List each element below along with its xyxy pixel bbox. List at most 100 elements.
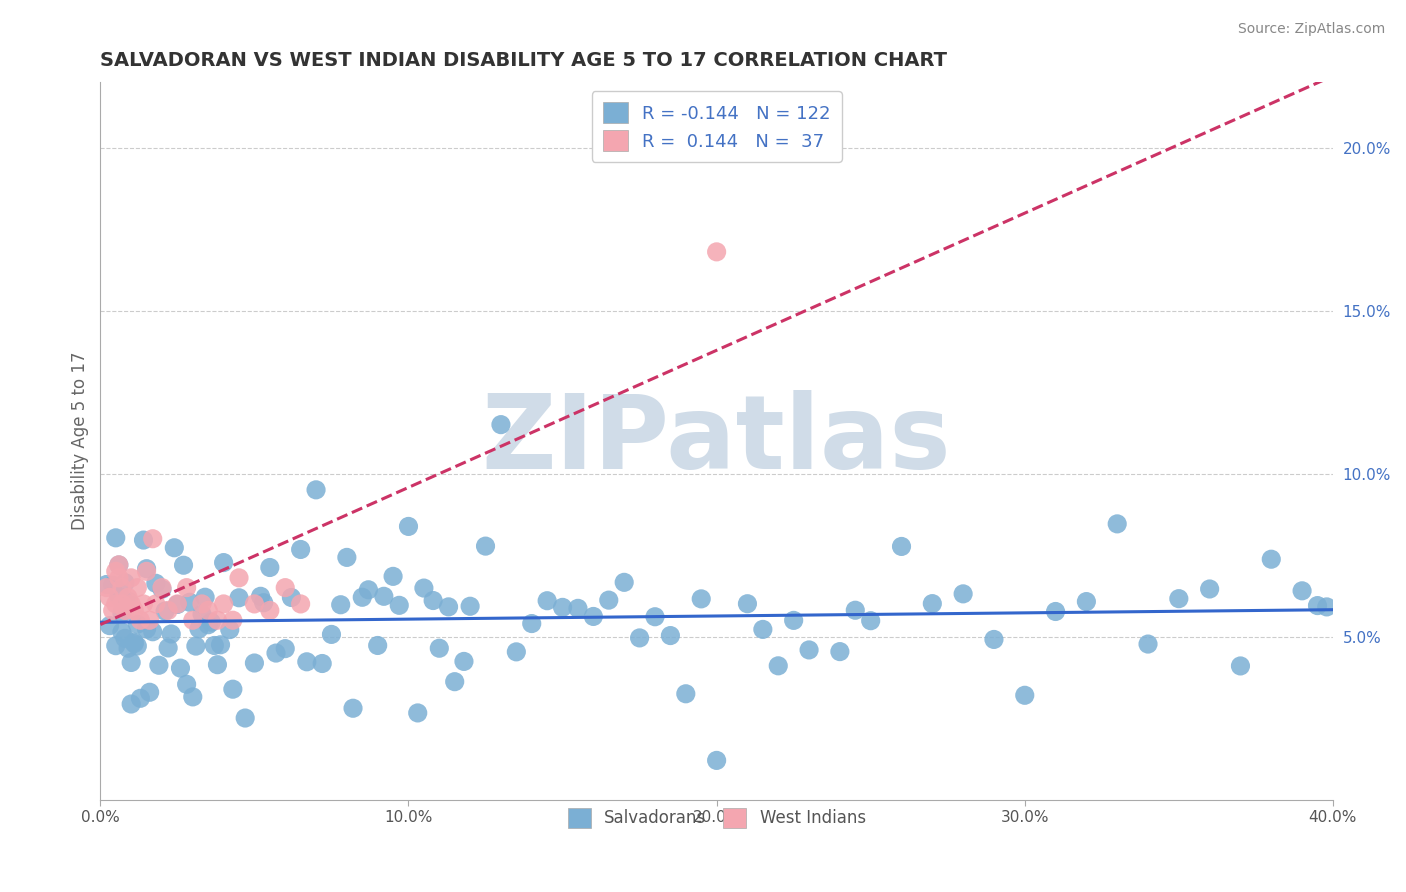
Point	[613, 575, 636, 590]
Point	[108, 558, 131, 572]
Point	[129, 613, 152, 627]
Point	[197, 617, 219, 632]
Point	[150, 582, 173, 597]
Point	[111, 606, 134, 620]
Point	[520, 616, 543, 631]
Point	[952, 587, 974, 601]
Point	[160, 627, 183, 641]
Point	[305, 483, 328, 497]
Point	[828, 645, 851, 659]
Point	[290, 542, 312, 557]
Point	[96, 581, 118, 595]
Point	[194, 591, 217, 605]
Point	[382, 569, 405, 583]
Point	[114, 632, 136, 646]
Point	[228, 591, 250, 605]
Point	[173, 558, 195, 573]
Point	[1014, 688, 1036, 702]
Point	[191, 607, 214, 622]
Point	[166, 598, 188, 612]
Point	[844, 603, 866, 617]
Point	[290, 597, 312, 611]
Point	[104, 531, 127, 545]
Point	[98, 591, 121, 605]
Point	[179, 595, 201, 609]
Point	[797, 643, 820, 657]
Point	[108, 571, 131, 585]
Point	[406, 706, 429, 720]
Point	[249, 589, 271, 603]
Point	[129, 691, 152, 706]
Point	[983, 632, 1005, 647]
Point	[135, 565, 157, 579]
Text: ZIPatlas: ZIPatlas	[482, 391, 952, 491]
Point	[706, 244, 728, 259]
Point	[373, 590, 395, 604]
Point	[122, 636, 145, 650]
Point	[489, 417, 512, 432]
Point	[108, 590, 131, 604]
Point	[422, 593, 444, 607]
Legend: Salvadorans, West Indians: Salvadorans, West Indians	[561, 802, 872, 834]
Point	[191, 597, 214, 611]
Text: SALVADORAN VS WEST INDIAN DISABILITY AGE 5 TO 17 CORRELATION CHART: SALVADORAN VS WEST INDIAN DISABILITY AGE…	[100, 51, 948, 70]
Point	[117, 641, 139, 656]
Point	[1306, 599, 1329, 613]
Point	[628, 631, 651, 645]
Point	[122, 603, 145, 617]
Point	[443, 674, 465, 689]
Point	[120, 597, 142, 611]
Point	[132, 533, 155, 547]
Point	[200, 615, 222, 630]
Point	[367, 639, 389, 653]
Point	[150, 581, 173, 595]
Y-axis label: Disability Age 5 to 17: Disability Age 5 to 17	[72, 351, 89, 530]
Point	[551, 600, 574, 615]
Point	[690, 591, 713, 606]
Point	[218, 623, 240, 637]
Point	[437, 599, 460, 614]
Point	[222, 613, 245, 627]
Point	[228, 571, 250, 585]
Point	[1137, 637, 1160, 651]
Point	[598, 593, 620, 607]
Point	[148, 658, 170, 673]
Point	[176, 581, 198, 595]
Point	[101, 578, 124, 592]
Point	[737, 597, 759, 611]
Point	[253, 596, 276, 610]
Point	[295, 655, 318, 669]
Point	[357, 582, 380, 597]
Point	[104, 597, 127, 611]
Point	[311, 657, 333, 671]
Point	[782, 613, 804, 627]
Point	[127, 581, 149, 595]
Point	[243, 656, 266, 670]
Point	[1229, 659, 1251, 673]
Point	[157, 603, 180, 617]
Point	[101, 603, 124, 617]
Point	[274, 641, 297, 656]
Point	[117, 594, 139, 608]
Point	[752, 623, 775, 637]
Point	[412, 581, 434, 595]
Point	[181, 613, 204, 627]
Point	[536, 593, 558, 607]
Point	[207, 657, 229, 672]
Point	[659, 629, 682, 643]
Point	[207, 613, 229, 627]
Point	[233, 711, 256, 725]
Point	[259, 560, 281, 574]
Point	[212, 556, 235, 570]
Point	[122, 635, 145, 649]
Point	[163, 541, 186, 555]
Point	[209, 638, 232, 652]
Point	[142, 532, 165, 546]
Point	[114, 575, 136, 590]
Point	[1045, 605, 1067, 619]
Point	[145, 597, 167, 611]
Point	[127, 617, 149, 632]
Point	[111, 625, 134, 640]
Point	[342, 701, 364, 715]
Point	[321, 627, 343, 641]
